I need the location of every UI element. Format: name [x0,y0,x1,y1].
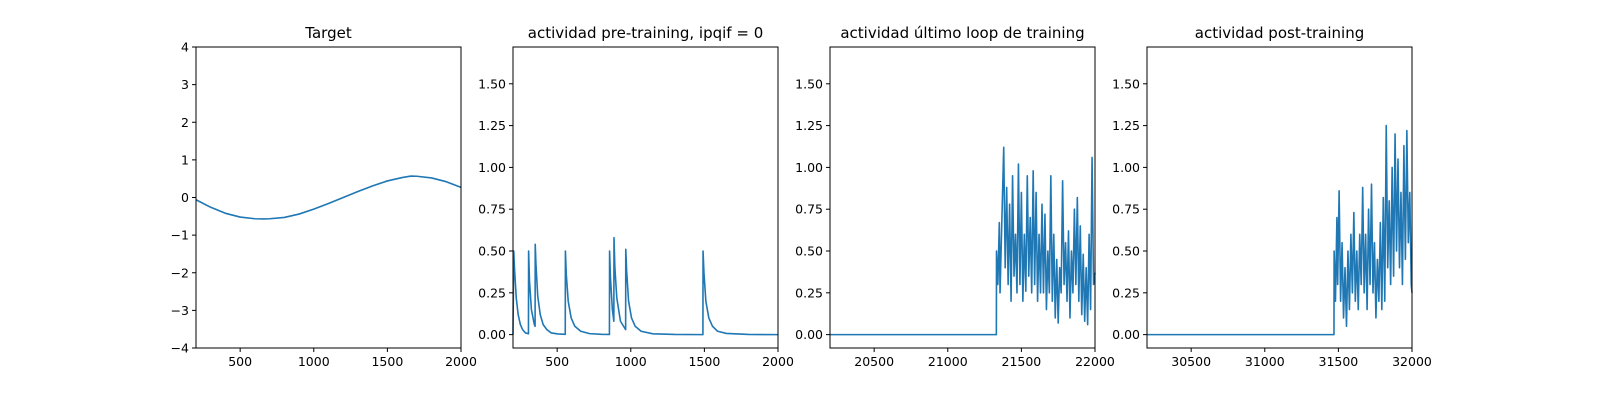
y-tick-label: 0.25 [1112,285,1140,300]
axes-frame [195,46,462,349]
y-tick-label: 0.25 [795,285,823,300]
y-tick-label: 0.50 [795,244,823,259]
x-tick-label: 22000 [1075,354,1115,369]
x-tick-label: 500 [545,354,569,369]
chart-panel-4: actividad post-training 30500 31000 31500 32… [1112,24,1432,369]
y-tick-label: 0.00 [478,327,506,342]
x-tick-label: 32000 [1392,354,1432,369]
x-tick-label: 1500 [371,354,403,369]
x-tick-label: 2000 [445,354,477,369]
series-line [512,236,779,336]
x-tick-label: 1000 [298,354,330,369]
series-line [195,175,462,220]
series-line [1147,124,1413,336]
axes-frame [829,46,1096,349]
y-tick-label: 1.25 [478,118,506,133]
y-tick-label: 0.00 [795,327,823,342]
y-tick-label: 0.00 [1112,327,1140,342]
x-tick-label: 20500 [854,354,894,369]
y-tick-label: 1.25 [795,118,823,133]
y-tick-label: 0.50 [1112,244,1140,259]
y-tick-label: 1.00 [1112,160,1140,175]
x-tick-label: 21500 [1002,354,1042,369]
y-tick-label: 0.50 [478,244,506,259]
x-tick-label: 500 [228,354,252,369]
y-tick-label: 1.25 [1112,118,1140,133]
y-tick-label: 0.25 [478,285,506,300]
panel-title: actividad último loop de training [840,24,1084,42]
chart-panel-1: Target 500 1000 1500 2000 −4 −3 −2 −1 0 1 2 3 4 [171,24,477,369]
chart-panel-2: actividad pre-training, ipqif = 0 500 1000… [478,24,794,369]
y-tick-label: −1 [171,228,189,243]
y-tick-label: 2 [181,115,189,130]
panel-title: actividad pre-training, ipqif = 0 [528,24,764,42]
y-tick-label: −2 [171,265,189,280]
y-tick-label: 0.75 [1112,202,1140,217]
y-tick-label: 3 [181,77,189,92]
series-line [830,146,1096,336]
axes-frame [512,46,779,349]
y-tick-label: 0.75 [795,202,823,217]
y-tick-label: 1.50 [795,76,823,91]
y-tick-label: −3 [171,303,189,318]
y-tick-label: 0 [181,190,189,205]
panel-title: actividad post-training [1195,24,1364,42]
x-tick-label: 31500 [1319,354,1359,369]
x-tick-label: 30500 [1171,354,1211,369]
y-tick-label: −4 [171,341,189,356]
x-tick-label: 21000 [928,354,968,369]
y-tick-label: 1.00 [478,160,506,175]
axes-frame [1146,46,1413,349]
y-tick-label: 1.50 [478,76,506,91]
y-tick-label: 1.50 [1112,76,1140,91]
panel-title: Target [304,24,352,42]
y-tick-label: 0.75 [478,202,506,217]
x-tick-label: 31000 [1245,354,1285,369]
y-tick-label: 4 [181,40,189,55]
x-tick-label: 1500 [688,354,720,369]
y-tick-label: 1 [181,152,189,167]
x-tick-label: 1000 [615,354,647,369]
chart-panel-3: actividad último loop de training 20500 21… [795,24,1115,369]
y-tick-label: 1.00 [795,160,823,175]
x-tick-label: 2000 [762,354,794,369]
